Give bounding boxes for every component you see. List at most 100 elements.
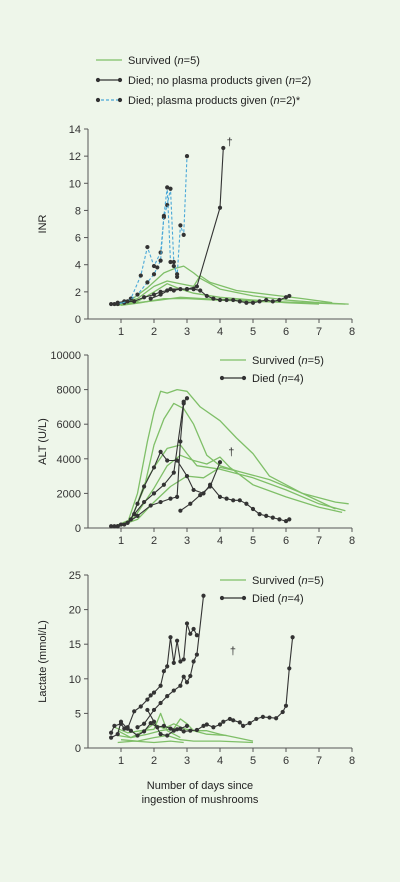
data-point [237, 720, 242, 725]
legend-marker [241, 375, 247, 381]
legend-label-survived: Survived (n=5) [252, 355, 324, 367]
data-point [175, 638, 180, 643]
x-tick-label: 3 [184, 755, 190, 767]
x-tick-label: 5 [250, 535, 256, 547]
data-point [188, 728, 193, 733]
data-point [184, 396, 190, 401]
data-point [217, 494, 223, 499]
data-point [181, 674, 186, 679]
legend-marker [117, 97, 123, 103]
data-point [231, 498, 236, 503]
data-point [132, 299, 137, 304]
y-tick-label: 10 [69, 674, 81, 686]
data-point [217, 205, 223, 210]
x-tick-label: 8 [349, 326, 355, 338]
y-tick-label: 5 [75, 708, 81, 720]
legend-label-died: Died; no plasma products given (n=2) [128, 75, 311, 87]
data-point [241, 723, 246, 728]
data-point [264, 297, 269, 303]
series-survived [114, 388, 336, 527]
data-point [178, 726, 183, 731]
data-point [201, 491, 206, 496]
data-point [270, 299, 275, 304]
panel-3: 0 5 10 15 20 25 1 2 3 4 5 6 7 8 Lactate (mmol/L) Number… [37, 570, 355, 806]
data-point [138, 704, 143, 709]
data-point [148, 503, 153, 508]
y-tick-label: 6000 [57, 419, 81, 431]
data-point [224, 496, 229, 501]
data-point [165, 733, 170, 738]
data-point [142, 499, 147, 505]
data-point [178, 683, 183, 688]
data-point [112, 301, 117, 307]
data-point [115, 524, 120, 529]
series-line [180, 462, 221, 512]
series-line [120, 734, 254, 744]
data-point [198, 493, 203, 498]
series-survived [117, 274, 333, 305]
data-point [181, 657, 186, 662]
data-point [135, 292, 140, 297]
series-line [114, 156, 188, 305]
series-line [114, 388, 336, 527]
data-point [178, 659, 183, 664]
data-point [175, 494, 180, 499]
data-point [132, 709, 137, 714]
x-tick-label: 8 [349, 535, 355, 547]
y-tick-label: 8000 [57, 385, 81, 397]
data-point [237, 299, 242, 304]
x-tick-label: 3 [184, 535, 190, 547]
data-point [151, 719, 157, 724]
data-point [112, 723, 117, 728]
data-point [109, 730, 114, 735]
data-point [181, 401, 186, 406]
data-point [227, 716, 232, 722]
data-point [142, 295, 147, 300]
data-point [250, 300, 256, 305]
x-tick-label: 4 [217, 535, 223, 547]
x-tick-label: 2 [151, 755, 157, 767]
data-point [211, 296, 216, 301]
series-line [150, 147, 224, 300]
x-tick-label: 6 [283, 535, 289, 547]
series-survived [117, 740, 184, 744]
data-point [191, 659, 196, 664]
data-point [194, 727, 199, 733]
data-point [125, 299, 130, 304]
data-point [151, 707, 157, 713]
legend-label-survived: Survived (n=5) [128, 55, 200, 67]
series-died [109, 621, 199, 740]
y-tick-label: 4000 [57, 454, 81, 466]
series-survived [114, 265, 349, 305]
data-point [184, 621, 190, 626]
data-point [188, 501, 193, 506]
data-point [151, 292, 157, 297]
legend-marker [95, 97, 101, 103]
legend: Survived (n=5) Died (n=4) [219, 575, 324, 605]
x-tick-label: 6 [283, 326, 289, 338]
data-point [168, 186, 173, 191]
data-point [191, 487, 196, 493]
data-point [148, 296, 153, 301]
data-point [290, 635, 295, 640]
data-point [208, 484, 213, 489]
data-point [155, 265, 160, 270]
y-axis-label: ALT (U/L) [37, 418, 49, 465]
data-point [161, 669, 166, 674]
series-died [135, 593, 206, 730]
y-tick-label: 0 [75, 523, 81, 535]
data-point [125, 726, 130, 731]
data-point [237, 498, 242, 503]
x-tick-label: 7 [316, 755, 322, 767]
data-point [178, 508, 183, 513]
data-point [112, 524, 117, 529]
data-point [145, 697, 150, 702]
data-point [158, 258, 163, 263]
data-point [194, 284, 199, 289]
data-point [171, 470, 176, 475]
data-point [277, 517, 282, 522]
series-line [117, 740, 184, 744]
data-point [115, 301, 120, 307]
